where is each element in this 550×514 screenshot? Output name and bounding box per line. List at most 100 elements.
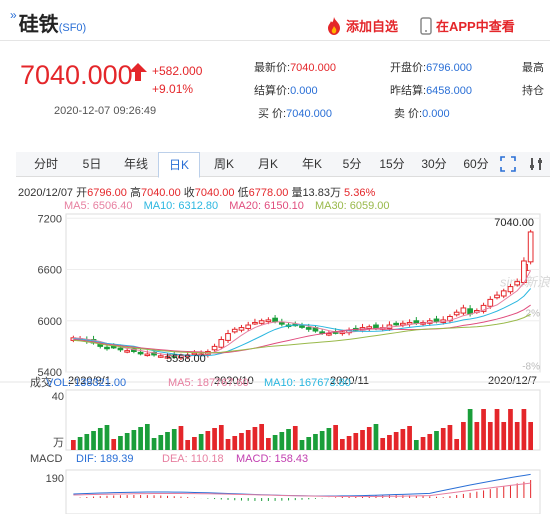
tab-60min[interactable]: 60分 xyxy=(463,157,489,171)
candle-body xyxy=(104,346,110,350)
volume-bar xyxy=(521,409,527,450)
candle-body xyxy=(191,352,198,356)
tab-yearline[interactable]: 年线 xyxy=(123,157,148,171)
volume-bar xyxy=(151,438,157,450)
volume-bar xyxy=(481,409,486,450)
volume-bar xyxy=(461,422,466,450)
volume-bar xyxy=(353,433,359,450)
phone-icon xyxy=(420,16,432,35)
settings-icon[interactable] xyxy=(528,156,544,172)
candle-body xyxy=(252,321,258,325)
tab-daily-k[interactable]: 日K xyxy=(158,152,200,178)
candle-body xyxy=(507,286,514,293)
volume-bar xyxy=(259,424,265,450)
volume-bar xyxy=(77,437,83,450)
tab-yearly-k[interactable]: 年K xyxy=(301,157,322,171)
volume-ytick: 40 xyxy=(52,391,64,403)
fullscreen-icon[interactable] xyxy=(500,156,516,172)
volume-bar xyxy=(494,409,500,450)
pct-tick-label: 2% xyxy=(526,308,541,319)
volume-bar xyxy=(252,427,258,450)
volume-bar xyxy=(306,437,312,450)
volume-bar xyxy=(326,428,332,450)
tab-timeline[interactable]: 分时 xyxy=(33,157,58,171)
candle-body xyxy=(433,318,440,323)
candle-body xyxy=(487,298,494,307)
open-in-app-button[interactable]: 在APP中查看 xyxy=(420,16,515,35)
candle-body xyxy=(480,304,487,312)
pct-tick-label: -8% xyxy=(522,361,540,372)
expand-icon[interactable]: » xyxy=(10,8,17,22)
open-in-app-label: 在APP中查看 xyxy=(436,19,515,34)
macd-value-label: MACD: 158.43 xyxy=(236,453,308,465)
kline-chart[interactable]: 720066006000540012%-8%sina新浪财经7040.00555… xyxy=(0,210,550,514)
xdate-label: 2020/12/7 xyxy=(488,375,537,387)
macd-ytick: 190 xyxy=(46,473,64,485)
ma20-label: MA20: 6150.10 xyxy=(229,200,304,212)
candle-body xyxy=(231,328,238,333)
volume-bar xyxy=(467,409,473,450)
ytick-label: 6000 xyxy=(38,316,62,328)
candle-body xyxy=(117,347,124,351)
volume-bar xyxy=(366,427,372,450)
volume-bar xyxy=(292,426,298,450)
volume-bar xyxy=(400,429,406,450)
up-arrow-icon xyxy=(129,63,147,81)
volume-bar xyxy=(84,434,90,450)
field-open: 开盘价:6796.000 xyxy=(390,62,472,74)
instrument-code: (SF0) xyxy=(58,22,87,34)
volume-bar xyxy=(111,439,117,450)
volume-bar xyxy=(232,436,238,450)
volume-bar xyxy=(104,425,110,450)
candle-body xyxy=(400,322,406,326)
candle-body xyxy=(305,327,312,330)
xdate-label: 2020/11 xyxy=(330,375,369,387)
volume-bar xyxy=(440,428,446,450)
ma20-line xyxy=(73,304,531,354)
candle-body xyxy=(258,320,265,324)
period-tabs: 分时 5日 年线 日K 周K 月K 年K 5分 15分 30分 60分 xyxy=(16,152,550,178)
volume-bar xyxy=(360,430,365,450)
volume-bar xyxy=(266,438,271,450)
ma5-label: MA5: 6506.40 xyxy=(64,200,133,212)
price-change-block: +582.000 +9.01% xyxy=(152,62,202,98)
volume-bar xyxy=(131,430,137,450)
price-change-pct: +9.01% xyxy=(152,82,194,96)
tab-5min[interactable]: 5分 xyxy=(342,157,362,171)
price-change: +582.000 xyxy=(152,64,203,78)
ytick-label: 7200 xyxy=(38,213,62,225)
field-open-interest: 持仓 xyxy=(522,85,544,97)
volume-bar xyxy=(528,422,533,450)
volume-bar xyxy=(178,426,184,450)
tab-weekly-k[interactable]: 周K xyxy=(213,157,234,171)
candle-body xyxy=(245,324,252,329)
volume-bar xyxy=(474,422,480,450)
tab-monthly-k[interactable]: 月K xyxy=(257,157,278,171)
volume-bar xyxy=(239,433,244,450)
ma10-line xyxy=(73,288,532,357)
volume-bar xyxy=(434,431,439,450)
tab-15min[interactable]: 15分 xyxy=(379,157,405,171)
volume-bar xyxy=(245,430,251,450)
tab-30min[interactable]: 30分 xyxy=(421,157,447,171)
candle-body xyxy=(272,317,278,323)
tab-5day[interactable]: 5日 xyxy=(82,157,102,171)
volume-bar xyxy=(420,437,426,450)
candle-body xyxy=(124,350,131,353)
candle-body xyxy=(514,281,521,286)
volume-bar xyxy=(185,440,191,450)
volume-bar xyxy=(192,437,197,450)
volume-ma5-label: MA5: 187767.60 xyxy=(168,377,249,389)
ma30-label: MA30: 6059.00 xyxy=(314,200,390,212)
candle-body xyxy=(299,325,305,328)
candle-body xyxy=(218,339,225,348)
volume-bar xyxy=(380,438,386,450)
field-ask: 卖 价:0.000 xyxy=(394,108,450,120)
candle-body xyxy=(225,333,231,341)
macd-panel-frame xyxy=(65,469,541,514)
field-high: 最高 xyxy=(522,62,544,74)
volume-bar xyxy=(487,422,493,450)
candle-body xyxy=(500,290,507,297)
add-watchlist-button[interactable]: 添加自选 xyxy=(326,16,398,35)
macd-dif-label: DIF: 189.39 xyxy=(76,453,133,465)
